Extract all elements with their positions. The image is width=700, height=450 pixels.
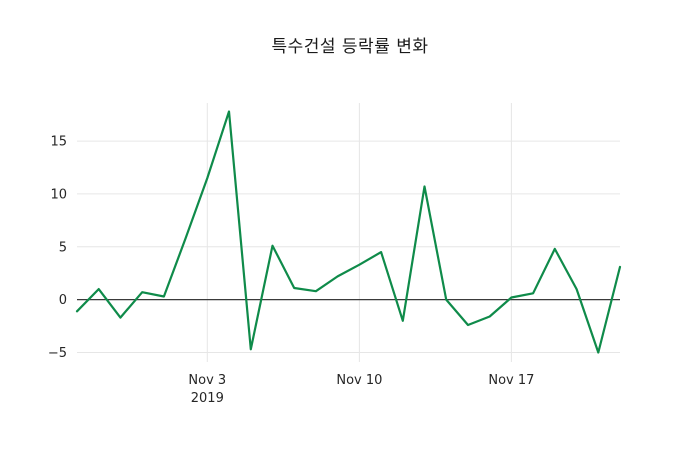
y-tick-label: −5	[48, 346, 67, 361]
x-tick-label: Nov 3	[188, 373, 226, 388]
chart-title: 특수건설 등락률 변화	[271, 37, 429, 57]
y-tick-label: 5	[59, 240, 67, 255]
x-tick-sublabel: 2019	[191, 391, 224, 406]
y-tick-label: 10	[50, 187, 67, 202]
y-tick-label: 15	[50, 135, 67, 150]
y-tick-label: 0	[59, 293, 67, 308]
x-tick-label: Nov 17	[488, 373, 534, 388]
x-tick-label: Nov 10	[336, 373, 382, 388]
series-line	[75, 110, 622, 354]
